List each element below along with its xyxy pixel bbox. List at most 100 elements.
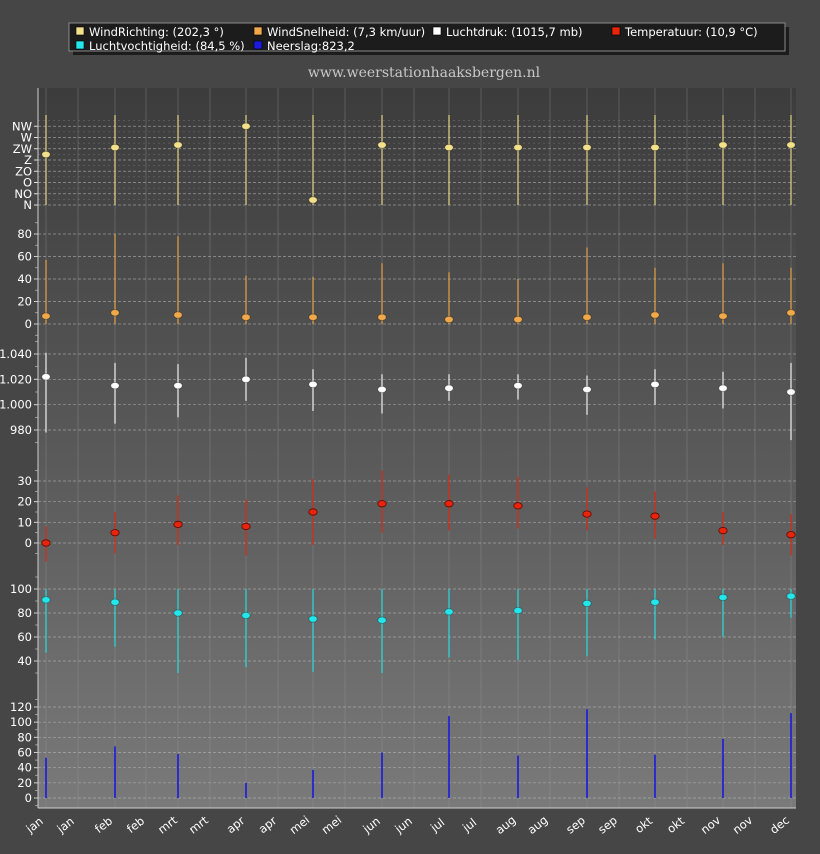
y-tick-label: O (23, 176, 32, 190)
data-point (513, 502, 523, 510)
y-tick-label: 40 (17, 761, 32, 775)
y-tick-label: 980 (10, 423, 32, 437)
data-point (718, 526, 728, 535)
data-point (173, 609, 183, 617)
data-point (41, 539, 51, 547)
data-point (650, 380, 660, 388)
legend-label: Temperatuur: (10,9 °C) (624, 25, 758, 39)
data-point (308, 508, 318, 516)
data-point (110, 309, 120, 317)
y-tick-label: 80 (17, 606, 32, 620)
data-point (718, 312, 728, 320)
data-point (513, 382, 523, 390)
chart-marks (41, 115, 796, 798)
y-tick-label: 1.000 (0, 398, 32, 412)
legend-entry: Temperatuur: (10,9 °C) (611, 25, 758, 39)
data-point (650, 598, 660, 606)
data-point (582, 143, 592, 152)
y-tick-label: 20 (17, 495, 32, 509)
legend-swatch (253, 26, 263, 36)
y-tick-label: 60 (17, 250, 32, 264)
y-tick-label: 0 (25, 536, 32, 550)
data-point (173, 382, 183, 390)
data-point (377, 616, 387, 624)
y-tick-label: 60 (17, 630, 32, 644)
y-tick-label: 80 (17, 730, 32, 744)
data-point (444, 500, 454, 508)
watermark: www.weerstationhaaksbergen.nl (308, 65, 541, 81)
y-tick-label: 40 (17, 654, 32, 668)
y-tick-label: NW (12, 119, 32, 133)
data-point (513, 143, 523, 152)
series-temperatuur (41, 470, 796, 562)
y-tick-label: 40 (17, 272, 32, 286)
legend-label: WindSnelheid: (7,3 km/uur) (267, 25, 425, 39)
legend-entry: WindSnelheid: (7,3 km/uur) (253, 25, 425, 39)
legend-swatch (253, 40, 263, 50)
data-point (41, 596, 51, 604)
data-point (786, 309, 796, 317)
legend-entry: Luchtvochtigheid: (84,5 %) (75, 39, 245, 53)
series-windsnelheid (41, 234, 796, 324)
plot-background (38, 88, 796, 808)
data-point (241, 313, 251, 321)
y-tick-label: 60 (17, 746, 32, 760)
legend-label: Luchtdruk: (1015,7 mb) (446, 25, 583, 39)
y-tick-label: 0 (25, 791, 32, 805)
y-tick-label: 80 (17, 227, 32, 241)
y-tick-label: N (23, 198, 32, 212)
data-point (582, 313, 592, 321)
data-point (650, 311, 660, 319)
data-point (786, 141, 796, 149)
series-luchtvochtigheid (41, 589, 796, 673)
data-point (308, 615, 318, 623)
legend-swatch (432, 26, 442, 36)
legend-label: WindRichting: (202,3 °) (89, 25, 224, 39)
data-point (173, 520, 183, 529)
data-point (241, 122, 251, 130)
legend-entry: WindRichting: (202,3 °) (75, 25, 224, 39)
data-point (241, 611, 251, 620)
data-point (513, 606, 523, 615)
legend-swatch (75, 40, 85, 50)
data-point (718, 384, 728, 392)
y-tick-label: 1.040 (0, 347, 32, 361)
y-tick-label: 20 (17, 295, 32, 309)
series-luchtdruk (41, 352, 796, 441)
data-point (241, 375, 251, 383)
y-tick-label: 100 (10, 582, 32, 596)
y-tick-label: ZO (15, 164, 32, 178)
y-tick-label: 30 (17, 474, 32, 488)
data-point (582, 510, 592, 518)
data-point (41, 373, 51, 381)
data-point (650, 143, 660, 152)
y-tick-label: Z (24, 153, 32, 167)
data-point (444, 384, 454, 392)
data-point (377, 141, 387, 149)
grid (38, 88, 796, 808)
y-tick-label: 0 (25, 317, 32, 331)
legend-entry: Luchtdruk: (1015,7 mb) (432, 25, 583, 39)
data-point (173, 311, 183, 319)
data-point (513, 315, 523, 324)
legend (68, 22, 789, 55)
axes: NNOOZOZZWWNW0204060809801.0001.0201.0400… (0, 88, 796, 837)
series-neerslag (45, 709, 792, 798)
series-windrichting (41, 115, 796, 205)
data-point (377, 385, 387, 394)
data-point (110, 529, 120, 537)
data-point (110, 382, 120, 390)
legend-entry: Neerslag:823,2 (253, 39, 355, 53)
y-tick-label: 10 (17, 515, 32, 529)
data-point (308, 196, 318, 204)
y-tick-label: NO (14, 187, 32, 201)
y-tick-label: W (21, 131, 32, 145)
data-point (786, 531, 796, 539)
legend-label: Neerslag:823,2 (267, 39, 355, 53)
data-point (444, 608, 454, 616)
data-point (308, 313, 318, 321)
data-point (377, 500, 387, 508)
legend-swatch (611, 26, 621, 36)
data-point (377, 313, 387, 321)
